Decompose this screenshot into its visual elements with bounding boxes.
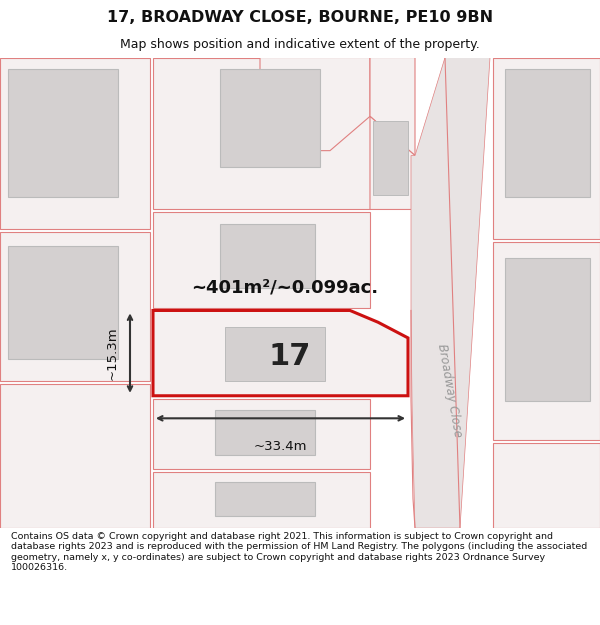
Bar xyxy=(225,327,325,381)
Polygon shape xyxy=(0,384,150,528)
Text: Broadway Close: Broadway Close xyxy=(436,343,464,439)
Polygon shape xyxy=(260,58,370,151)
Text: 17, BROADWAY CLOSE, BOURNE, PE10 9BN: 17, BROADWAY CLOSE, BOURNE, PE10 9BN xyxy=(107,10,493,25)
Bar xyxy=(505,69,590,197)
Text: 17: 17 xyxy=(269,342,311,371)
Polygon shape xyxy=(153,213,370,308)
Polygon shape xyxy=(153,399,370,469)
Polygon shape xyxy=(0,58,150,229)
Text: ~15.3m: ~15.3m xyxy=(106,326,119,380)
Polygon shape xyxy=(153,472,370,528)
Bar xyxy=(8,246,118,359)
Polygon shape xyxy=(153,58,370,209)
Text: ~401m²/~0.099ac.: ~401m²/~0.099ac. xyxy=(191,279,379,297)
Polygon shape xyxy=(493,242,600,440)
Polygon shape xyxy=(493,443,600,528)
Text: ~33.4m: ~33.4m xyxy=(254,440,307,453)
Polygon shape xyxy=(493,58,600,239)
Polygon shape xyxy=(0,232,150,381)
Bar xyxy=(505,259,590,401)
Bar xyxy=(220,224,315,288)
Polygon shape xyxy=(411,58,490,528)
Bar xyxy=(220,69,320,168)
Polygon shape xyxy=(370,58,415,156)
Bar xyxy=(215,482,315,516)
Polygon shape xyxy=(153,311,408,396)
Polygon shape xyxy=(370,116,415,209)
Bar xyxy=(8,69,118,197)
Bar xyxy=(373,121,408,195)
Text: Contains OS data © Crown copyright and database right 2021. This information is : Contains OS data © Crown copyright and d… xyxy=(11,532,587,572)
Text: Map shows position and indicative extent of the property.: Map shows position and indicative extent… xyxy=(120,38,480,51)
Bar xyxy=(215,411,315,454)
